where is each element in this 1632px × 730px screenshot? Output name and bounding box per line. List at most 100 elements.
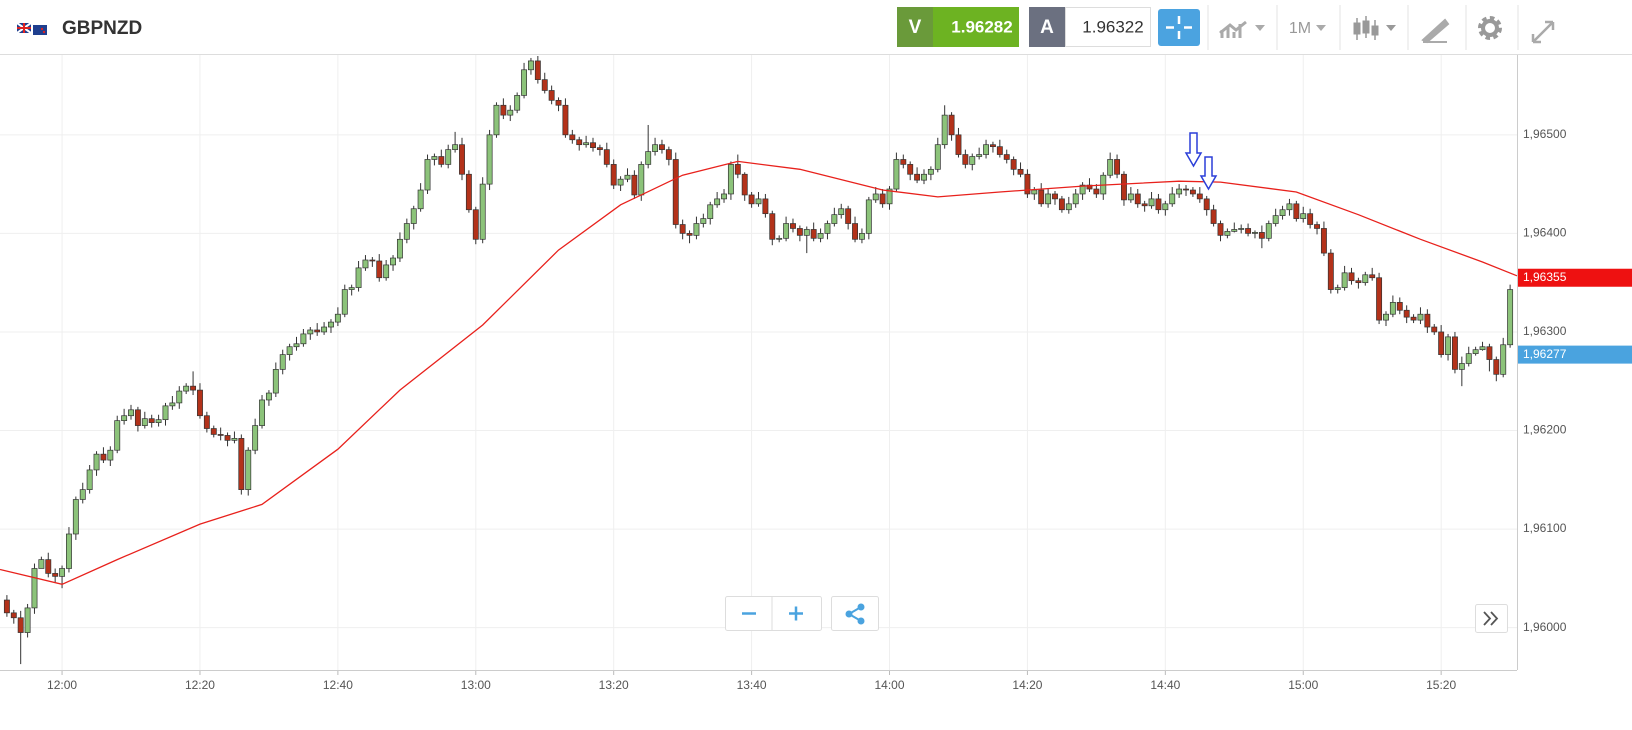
candle-body	[714, 198, 721, 206]
candle-body	[1314, 224, 1320, 229]
candle-body	[100, 453, 107, 461]
candle-body	[1072, 193, 1079, 205]
candle-body	[659, 144, 665, 150]
candle-body	[169, 402, 176, 407]
candle-body	[403, 223, 410, 240]
candle-body	[486, 134, 493, 185]
plot-area: 1,96000 1,96100 1,96200 1,96300 1,96400 1,965…	[0, 55, 1632, 692]
candle-body	[796, 228, 803, 236]
candle-body	[1451, 336, 1458, 370]
candle-body	[1500, 344, 1507, 375]
sell-button[interactable]: V 1.96282	[897, 7, 1019, 47]
candle-body	[1079, 184, 1086, 195]
candle-body	[1424, 313, 1431, 328]
candle-body	[1017, 168, 1024, 175]
candle-body	[1458, 363, 1465, 370]
candle-body	[1203, 198, 1210, 211]
draw-button[interactable]	[1421, 18, 1450, 44]
candle-body	[776, 237, 783, 240]
x-tick-label: 13:20	[599, 678, 629, 692]
candle-body	[1355, 280, 1362, 284]
candle-body	[1403, 309, 1410, 318]
candle-body	[1493, 359, 1500, 375]
candle-body	[845, 208, 852, 224]
candle-body	[369, 259, 376, 262]
candle-body	[134, 409, 141, 426]
candle-body	[286, 346, 293, 355]
candle-body	[259, 399, 265, 426]
candle-body	[17, 617, 24, 633]
candle-body	[252, 425, 259, 451]
candle-body	[534, 60, 541, 80]
candle-body	[900, 159, 907, 165]
share-button[interactable]	[845, 603, 865, 625]
candle-body	[341, 289, 348, 315]
candle-body	[245, 449, 252, 490]
candle-body	[465, 173, 472, 211]
candle-body	[1141, 203, 1148, 207]
candle-body	[328, 321, 334, 328]
candle-body	[921, 173, 927, 181]
candle-body	[1224, 231, 1231, 236]
candle-body	[721, 193, 727, 200]
candle-body	[431, 156, 438, 160]
candle-body	[1196, 193, 1203, 200]
settings-button[interactable]	[1478, 16, 1502, 40]
candle-body	[1307, 213, 1314, 225]
candle-body	[272, 369, 279, 394]
candle-body	[934, 144, 941, 170]
candle-body	[1183, 188, 1189, 191]
crosshair-button[interactable]	[1158, 9, 1200, 46]
candle-body	[1052, 193, 1058, 200]
timeframe: 1M	[1289, 20, 1311, 37]
indicators-button[interactable]	[1219, 20, 1265, 38]
candle-body	[1293, 203, 1300, 219]
candle-body	[838, 208, 845, 216]
scroll-right-button[interactable]	[1475, 604, 1508, 633]
candle-body	[1003, 154, 1010, 160]
price-tag	[1518, 268, 1632, 287]
candle-body	[224, 435, 231, 441]
candle-body	[1093, 188, 1100, 195]
fullscreen-button[interactable]	[1531, 20, 1555, 44]
candle-body	[114, 420, 121, 451]
candle-body	[872, 193, 879, 201]
candle-body	[1238, 228, 1245, 230]
candle-body	[1121, 173, 1127, 201]
candle-body	[507, 109, 514, 116]
candle-body	[1024, 173, 1031, 195]
zoom-in[interactable]	[789, 606, 803, 621]
price-tag-label: 1,96355	[1523, 270, 1567, 284]
candle-body	[1065, 203, 1072, 211]
candle-body	[203, 415, 210, 429]
candle-body	[107, 449, 114, 461]
y-tick-label: 1,96100	[1523, 521, 1567, 535]
candle-body	[452, 144, 459, 150]
candle-body	[569, 134, 576, 141]
candle-body	[914, 173, 921, 181]
candle-body	[962, 154, 969, 165]
candle-body	[1362, 274, 1369, 284]
chart-type-button[interactable]	[1353, 16, 1396, 40]
y-tick-label: 1,96000	[1523, 620, 1567, 634]
buy-button[interactable]: A 1.96322	[1029, 7, 1151, 47]
candle-body	[541, 79, 548, 91]
candle-body	[1134, 193, 1141, 205]
candle-body	[741, 173, 748, 196]
candle-body	[3, 599, 10, 614]
candle-body	[197, 389, 203, 417]
timeframe-button[interactable]: 1M	[1289, 20, 1326, 37]
candle-body	[1300, 213, 1307, 219]
candle-body	[762, 198, 769, 215]
candle-body	[1058, 198, 1065, 211]
candle-body	[652, 144, 659, 152]
candle-body	[707, 204, 714, 219]
candle-body	[989, 144, 996, 148]
x-tick-label: 12:40	[323, 678, 353, 692]
candle-body	[86, 469, 93, 490]
candle-body	[824, 223, 831, 234]
annotation-arrows	[1184, 132, 1218, 191]
candle-body	[1038, 189, 1045, 205]
candle-body	[424, 159, 431, 191]
candle-body	[121, 415, 128, 421]
